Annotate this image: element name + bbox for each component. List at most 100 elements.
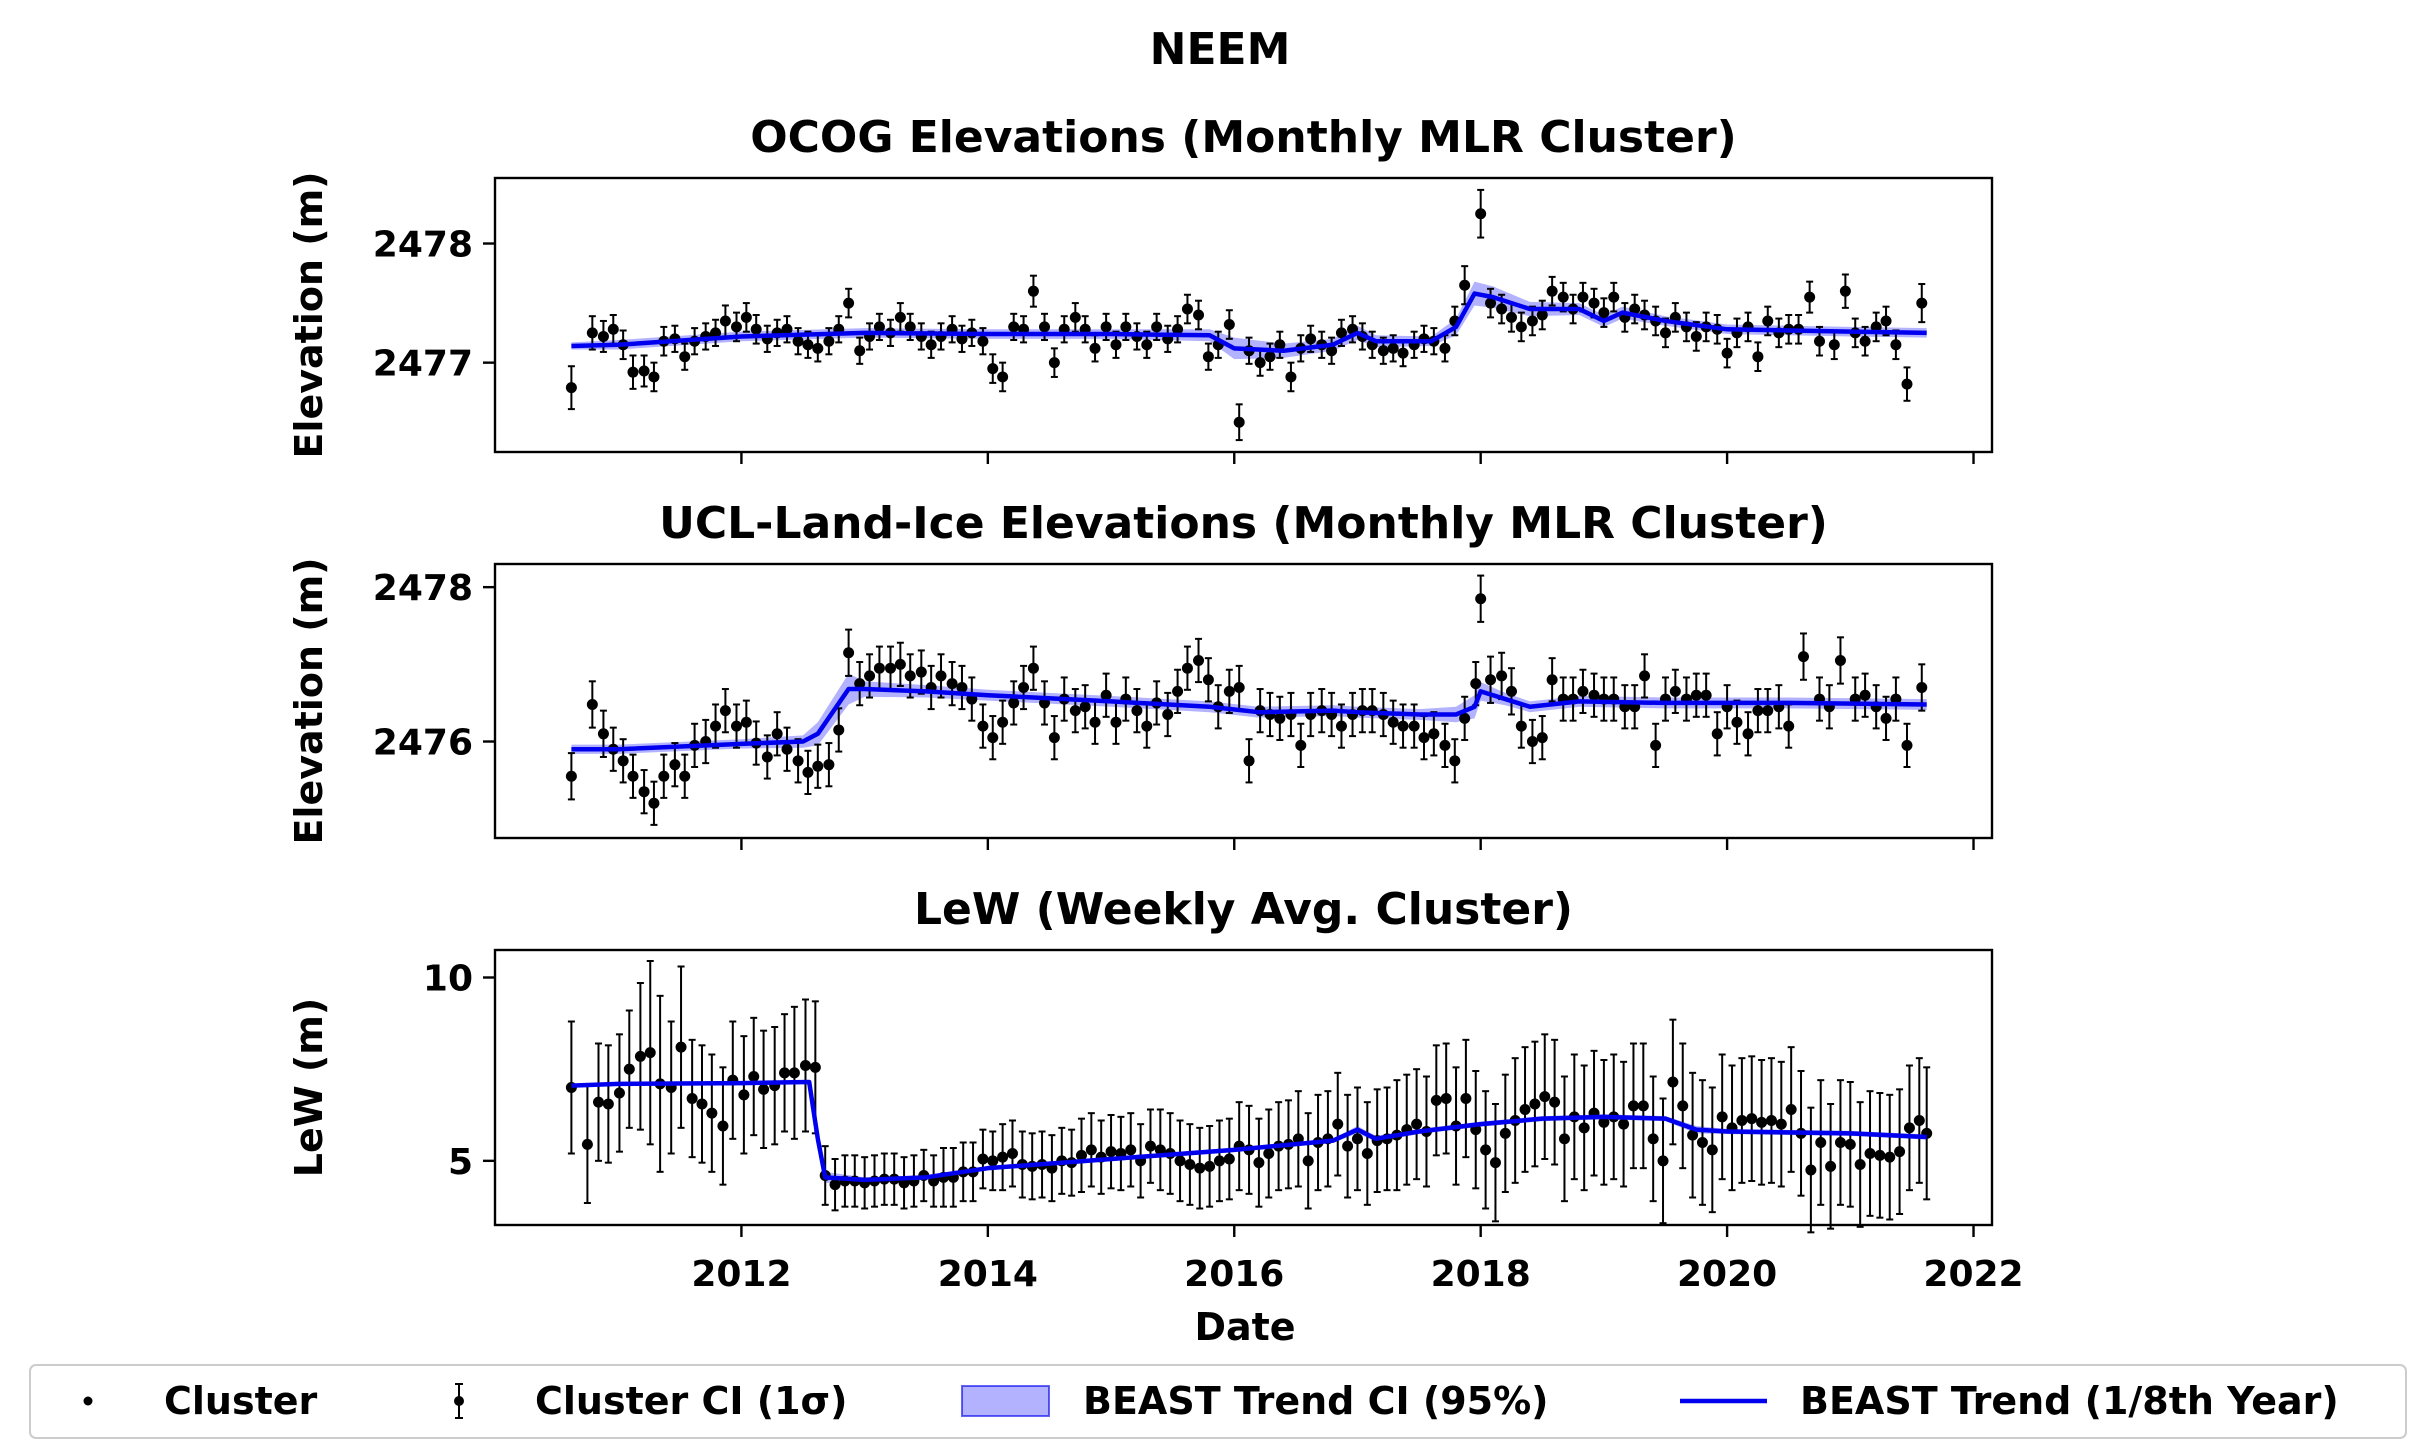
data-point: [1901, 739, 1913, 751]
data-point: [1854, 1159, 1866, 1170]
y-tick-label: 2478: [373, 568, 473, 609]
data-point: [1549, 1096, 1561, 1108]
data-point: [710, 720, 722, 732]
plot-frame: [493, 562, 1994, 840]
legend-item-cluster: Cluster: [83, 1379, 318, 1423]
data-point: [1667, 1076, 1679, 1088]
data-point: [812, 342, 824, 354]
panel-title: OCOG Elevations (Monthly MLR Cluster): [750, 112, 1737, 163]
legend-item-trend: BEAST Trend (1/8th Year): [1680, 1379, 2339, 1423]
data-point: [1089, 342, 1101, 354]
data-point: [1546, 674, 1558, 686]
data-point: [1181, 662, 1193, 674]
data-point: [1110, 339, 1122, 351]
data-point: [833, 724, 845, 736]
data-point: [1174, 1155, 1186, 1167]
data-point: [1131, 705, 1143, 717]
data-point: [1894, 1146, 1906, 1158]
data-point: [823, 759, 835, 771]
data-point: [1783, 720, 1795, 732]
data-point: [1828, 339, 1840, 351]
data-point: [1202, 351, 1214, 363]
y-tick-label: 2476: [373, 723, 473, 764]
data-point: [1736, 1115, 1748, 1126]
data-point: [1804, 291, 1816, 303]
data-point: [1690, 689, 1702, 701]
data-point: [1505, 311, 1517, 323]
data-point: [1172, 685, 1184, 697]
data-point: [730, 720, 742, 732]
data-point: [617, 755, 629, 767]
data-point: [1305, 333, 1317, 345]
data-point: [634, 1050, 646, 1062]
legend-label: Cluster CI (1σ): [535, 1379, 848, 1423]
data-point: [1144, 1140, 1156, 1152]
data-point: [1439, 739, 1451, 751]
y-tick-label: 2477: [373, 344, 473, 385]
legend-label: Cluster: [164, 1379, 318, 1423]
legend-item-ci: Cluster CI (1σ): [454, 1379, 848, 1423]
data-point: [1706, 1144, 1718, 1156]
data-point: [1647, 1133, 1659, 1145]
data-point: [1485, 674, 1497, 686]
data-point: [799, 1060, 811, 1071]
x-tick-label: 2022: [1923, 1254, 2023, 1295]
data-point: [788, 1067, 800, 1079]
data-point: [1475, 208, 1487, 220]
data-point: [812, 760, 824, 772]
data-point: [1890, 339, 1902, 351]
data-point: [1475, 593, 1487, 605]
data-point: [1194, 1162, 1206, 1174]
data-point: [706, 1107, 718, 1119]
data-point: [1069, 705, 1081, 717]
data-point: [1162, 709, 1174, 721]
data-point: [565, 382, 577, 394]
data-point: [935, 670, 947, 682]
data-point: [1069, 311, 1081, 323]
data-point: [1100, 321, 1112, 333]
data-point: [597, 330, 609, 342]
data-point: [1859, 689, 1871, 701]
data-point: [761, 751, 773, 763]
data-point: [1151, 321, 1163, 333]
data-point: [738, 1089, 750, 1101]
data-point: [823, 335, 835, 347]
plot-frame: [493, 948, 1994, 1227]
data-point: [1377, 345, 1389, 357]
data-point: [1006, 1148, 1018, 1159]
data-point: [730, 321, 742, 333]
data-point: [781, 743, 793, 755]
data-point: [997, 1151, 1009, 1163]
data-point: [1110, 716, 1122, 728]
data-point: [1335, 720, 1347, 732]
data-point: [885, 662, 897, 674]
data-point: [779, 1067, 791, 1079]
data-point: [1428, 728, 1440, 740]
data-point: [809, 1061, 821, 1073]
data-point: [915, 666, 927, 678]
data-point: [675, 1041, 687, 1053]
data-point: [1742, 728, 1754, 740]
data-point: [1018, 681, 1030, 693]
data-point: [1711, 728, 1723, 740]
data-point: [1814, 335, 1826, 347]
data-point: [1731, 716, 1743, 728]
data-point: [1489, 1157, 1501, 1169]
y-tick-label: 5: [448, 1142, 473, 1183]
data-point: [792, 755, 804, 767]
data-point: [1154, 1144, 1166, 1156]
y-tick-label: 10: [423, 959, 473, 1000]
data-point: [1202, 674, 1214, 686]
data-point: [1756, 1116, 1768, 1128]
data-point: [1332, 1118, 1344, 1130]
data-point: [1890, 693, 1902, 705]
data-point: [1637, 1100, 1649, 1112]
data-point: [1285, 371, 1297, 383]
data-point: [1775, 1118, 1787, 1130]
data-point: [644, 1047, 656, 1059]
data-point: [1008, 321, 1020, 333]
data-point: [1864, 1148, 1876, 1159]
data-point: [1839, 285, 1851, 297]
data-point: [648, 371, 660, 383]
data-point: [1639, 670, 1651, 682]
